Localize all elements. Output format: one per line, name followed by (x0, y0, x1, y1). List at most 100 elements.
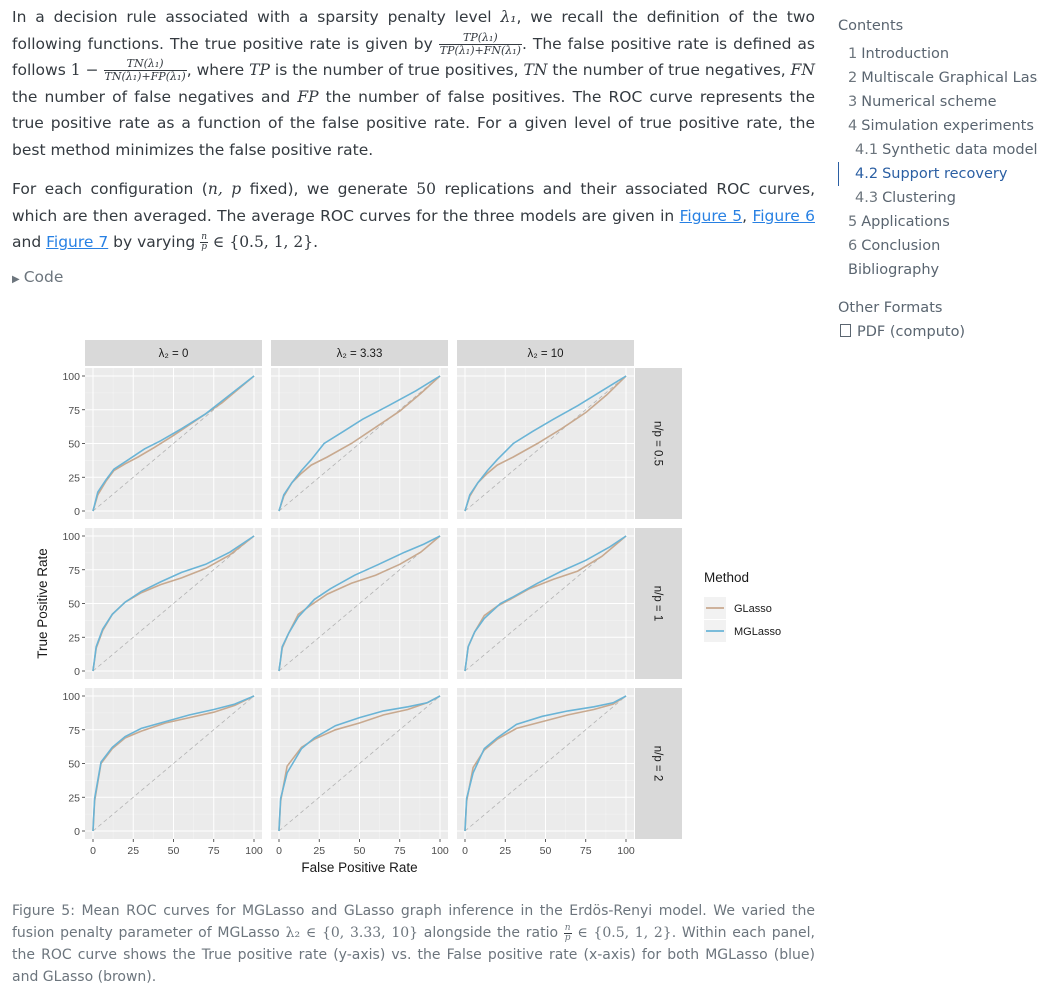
y-tick-label: 25 (68, 632, 80, 644)
x-tick-label: 100 (431, 845, 449, 857)
series-line-mglasso (92, 535, 255, 672)
math-fn: FN (790, 61, 815, 79)
math-ratio-set: ∈ {0.5, 1, 2}. (208, 233, 319, 251)
reference-diagonal (92, 695, 255, 832)
y-tick-label: 25 (68, 472, 80, 484)
series-line-mglasso (278, 535, 441, 672)
series-line-mglasso (464, 695, 627, 832)
row-strip (635, 528, 682, 679)
toc-item-multiscale-graphical-lasso[interactable]: 2 Multiscale Graphical Lasso (838, 66, 1038, 90)
other-formats-title: Other Formats (838, 300, 943, 316)
toc-list: 1 Introduction 2 Multiscale Graphical Lasso… (838, 42, 1038, 282)
y-tick-label: 100 (62, 371, 80, 383)
x-tick-label: 25 (127, 845, 139, 857)
toc-item-number: 4 (848, 118, 858, 134)
toc-item-number: 6 (848, 238, 858, 254)
caption-ratio-set: ∈ {0.5, 1, 2} (571, 925, 672, 941)
file-pdf-icon (840, 324, 851, 337)
toc-title: Contents (838, 18, 904, 34)
series-line-mglasso (464, 535, 627, 672)
toc-item-label: Applications (861, 214, 950, 230)
text-span: For each configuration ( (12, 180, 208, 198)
x-tick-label: 25 (499, 845, 511, 857)
x-tick-label: 50 (168, 845, 180, 857)
y-tick-label: 0 (74, 826, 80, 838)
toc-item-support-recovery[interactable]: 4.2 Support recovery (838, 162, 1038, 186)
toc-item-introduction[interactable]: 1 Introduction (838, 42, 1038, 66)
toc-item-label: Clustering (882, 190, 956, 206)
reference-diagonal (278, 375, 441, 512)
column-strip (85, 340, 262, 366)
x-tick-label: 75 (208, 845, 220, 857)
y-tick-label: 50 (68, 599, 80, 611)
text-span: Figure 5: Mean ROC curves for MGLasso an… (12, 903, 815, 941)
code-toggle[interactable]: ▶ Code (12, 268, 63, 286)
row-strip-label: n/p = 2 (652, 746, 664, 782)
ratio-numerator: n (200, 232, 208, 243)
reference-diagonal (464, 695, 627, 832)
math-tn: TN (523, 61, 548, 79)
text-span: the number of false positives. The ROC c… (12, 87, 815, 159)
legend-title: Method (704, 570, 749, 585)
reference-diagonal (464, 375, 627, 512)
math-tp: TP (249, 61, 270, 79)
row-strip (635, 368, 682, 519)
toc-item-label: Multiscale Graphical Lasso (861, 70, 1038, 86)
toc-item-simulation-experiments[interactable]: 4 Simulation experiments (838, 114, 1038, 138)
row-strip-label: n/p = 0.5 (652, 421, 664, 466)
toc-item-label: Conclusion (861, 238, 941, 254)
toc-item-applications[interactable]: 5 Applications (838, 210, 1038, 234)
column-strip-label: λ₂ = 3.33 (337, 348, 383, 360)
text-span: fixed), we generate (241, 180, 417, 198)
x-tick-label: 0 (462, 845, 468, 857)
y-tick-label: 75 (68, 405, 80, 417)
figure-6-link[interactable]: Figure 6 (752, 206, 815, 225)
text-span: , where (186, 61, 250, 79)
toc-item-bibliography[interactable]: Bibliography (838, 258, 1038, 282)
y-tick-label: 75 (68, 565, 80, 577)
toc-item-number: 3 (848, 94, 858, 110)
paragraph-roc-definition: In a decision rule associated with a spa… (12, 4, 815, 163)
row-strip (635, 688, 682, 839)
toc-item-clustering[interactable]: 4.3 Clustering (838, 186, 1038, 210)
text-span: is the number of true positives, (269, 61, 524, 79)
toc-item-label: Bibliography (848, 262, 940, 278)
x-axis-title: False Positive Rate (301, 860, 417, 875)
ratio-denominator: p (201, 242, 207, 252)
row-strip-label: n/p = 1 (652, 586, 664, 622)
reference-diagonal (278, 695, 441, 832)
legend-label: MGLasso (734, 626, 781, 638)
paragraph-configuration: For each configuration (n, p fixed), we … (12, 176, 815, 256)
text-span: alongside the ratio (418, 925, 564, 941)
math-fifty: 50 (416, 180, 436, 198)
toc-item-numerical-scheme[interactable]: 3 Numerical scheme (838, 90, 1038, 114)
toc-item-number: 4.2 (855, 166, 879, 182)
x-tick-label: 50 (354, 845, 366, 857)
column-strip-label: λ₂ = 10 (527, 348, 563, 360)
series-line-glasso (278, 695, 441, 832)
x-tick-label: 75 (394, 845, 406, 857)
tpr-numerator: TP(λ₁) (438, 31, 522, 45)
series-line-mglasso (278, 375, 441, 512)
table-of-contents: Contents 1 Introduction 2 Multiscale Graphi… (838, 18, 1038, 282)
text-span: the number of true negatives, (547, 61, 791, 79)
figure-5-link[interactable]: Figure 5 (679, 206, 743, 225)
toc-item-number: 4.1 (855, 142, 879, 158)
toc-item-number: 1 (848, 46, 858, 62)
y-tick-label: 50 (68, 759, 80, 771)
text-span: the number of false negatives and (12, 87, 298, 106)
toc-item-conclusion[interactable]: 6 Conclusion (838, 234, 1038, 258)
x-tick-label: 0 (276, 845, 282, 857)
y-tick-label: 100 (62, 691, 80, 703)
code-toggle-label: Code (23, 268, 64, 286)
pdf-link[interactable]: PDF (computo) (838, 324, 965, 340)
reference-diagonal (92, 535, 255, 672)
figure-caption: Figure 5: Mean ROC curves for MGLasso an… (12, 900, 815, 988)
x-tick-label: 0 (90, 845, 96, 857)
y-tick-label: 75 (68, 725, 80, 737)
figure-7-link[interactable]: Figure 7 (46, 233, 109, 251)
y-tick-label: 0 (74, 506, 80, 518)
toc-item-synthetic-data-models[interactable]: 4.1 Synthetic data models (838, 138, 1038, 162)
x-tick-label: 75 (580, 845, 592, 857)
